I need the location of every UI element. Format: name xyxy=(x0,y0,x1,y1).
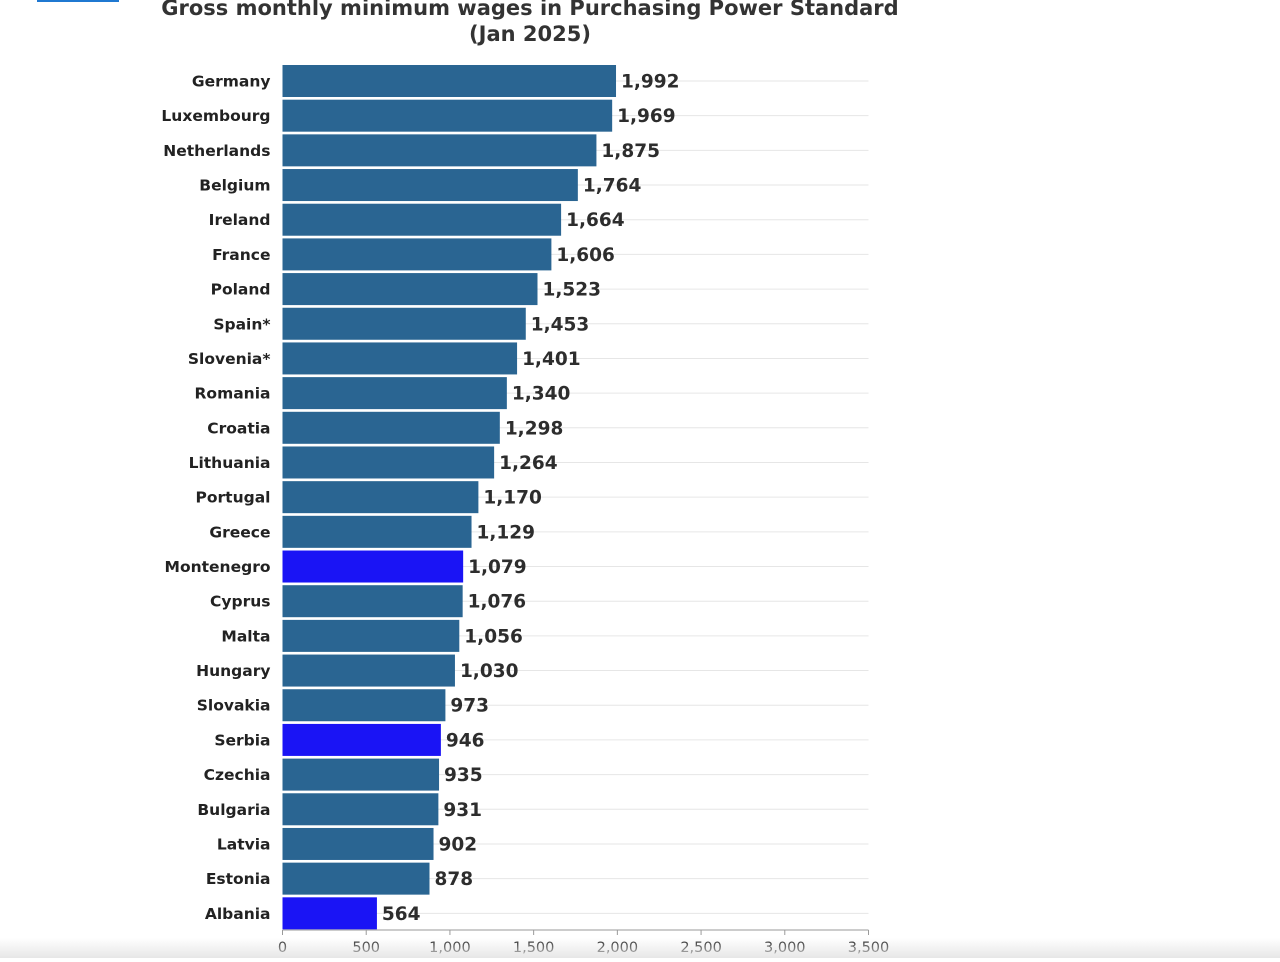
value-label: 1,453 xyxy=(531,314,590,335)
value-label: 1,401 xyxy=(522,349,581,370)
category-label: Latvia xyxy=(217,835,271,853)
bar-bulgaria xyxy=(282,793,439,826)
category-label: Poland xyxy=(211,281,271,299)
top-accent-bar xyxy=(37,0,119,2)
x-tick-label: 3,500 xyxy=(848,940,890,956)
category-labels: Germany Luxembourg Netherlands Belgium Irela… xyxy=(161,73,270,923)
bar-greece xyxy=(282,515,472,548)
value-label: 1,992 xyxy=(621,72,680,93)
category-label: Cyprus xyxy=(210,593,270,611)
category-label: Estonia xyxy=(206,870,271,888)
bar-cyprus xyxy=(282,585,463,618)
category-label: Albania xyxy=(205,905,271,923)
bar-latvia xyxy=(282,827,434,860)
category-label: Luxembourg xyxy=(161,107,270,125)
value-label: 878 xyxy=(435,869,474,890)
category-label: Czechia xyxy=(204,766,271,784)
bar-estonia xyxy=(282,862,430,895)
bar-lithuania xyxy=(282,446,495,479)
bar-france xyxy=(282,238,552,271)
bar-romania xyxy=(282,377,507,410)
value-label: 1,764 xyxy=(583,176,642,197)
value-labels: 1,992 1,969 1,875 1,764 1,664 1,606 1,523 1,453… xyxy=(382,72,680,925)
value-label: 1,340 xyxy=(512,384,571,405)
chart-subtitle: (Jan 2025) xyxy=(469,22,591,46)
x-tick-label: 2,500 xyxy=(680,940,722,956)
value-label: 973 xyxy=(450,696,489,717)
bar-serbia xyxy=(282,723,441,756)
category-label: Greece xyxy=(209,523,270,541)
category-label: Bulgaria xyxy=(197,801,270,819)
value-label: 1,264 xyxy=(499,453,558,474)
value-label: 1,076 xyxy=(468,592,527,613)
x-tick-label: 500 xyxy=(352,940,380,956)
bar-montenegro xyxy=(282,550,464,583)
bar-albania xyxy=(282,897,377,930)
category-label: Montenegro xyxy=(165,558,271,576)
bars xyxy=(282,65,617,930)
category-label: Romania xyxy=(194,385,270,403)
bar-netherlands xyxy=(282,134,597,167)
bar-poland xyxy=(282,273,538,306)
x-axis: 0 500 1,000 1,500 2,000 2,500 3,000 3,500 xyxy=(278,929,890,956)
category-label: Germany xyxy=(192,73,271,91)
value-label: 931 xyxy=(443,800,482,821)
bar-croatia xyxy=(282,411,500,444)
category-label: France xyxy=(212,246,270,264)
bar-malta xyxy=(282,619,460,652)
x-tick-label: 0 xyxy=(278,940,287,956)
value-label: 946 xyxy=(446,730,485,751)
chart-title: Gross monthly minimum wages in Purchasin… xyxy=(161,0,898,20)
value-label: 935 xyxy=(444,765,483,786)
category-label: Malta xyxy=(221,627,270,645)
bar-luxembourg xyxy=(282,99,613,132)
category-label: Lithuania xyxy=(189,454,271,472)
bar-hungary xyxy=(282,654,455,687)
category-label: Ireland xyxy=(209,211,271,229)
value-label: 1,875 xyxy=(601,141,660,162)
value-label: 1,170 xyxy=(483,488,542,509)
category-label: Hungary xyxy=(196,662,270,680)
bar-slovenia xyxy=(282,342,518,375)
bar-spain xyxy=(282,307,526,340)
value-label: 1,523 xyxy=(542,280,601,301)
value-label: 1,056 xyxy=(464,626,523,647)
value-label: 1,298 xyxy=(505,418,564,439)
value-label: 1,664 xyxy=(566,210,625,231)
category-label: Spain* xyxy=(213,315,270,333)
bar-czechia xyxy=(282,758,440,791)
category-label: Netherlands xyxy=(163,142,270,160)
value-label: 902 xyxy=(439,834,478,855)
bar-portugal xyxy=(282,481,479,514)
value-label: 1,969 xyxy=(617,106,676,127)
bar-slovakia xyxy=(282,689,446,722)
category-label: Portugal xyxy=(196,489,271,507)
category-label: Serbia xyxy=(214,731,270,749)
category-label: Belgium xyxy=(199,177,270,195)
value-label: 1,030 xyxy=(460,661,519,682)
chart-title-group: Gross monthly minimum wages in Purchasin… xyxy=(161,0,898,46)
value-label: 564 xyxy=(382,904,421,925)
value-label: 1,079 xyxy=(468,557,527,578)
x-tick-label: 3,000 xyxy=(764,940,806,956)
bar-ireland xyxy=(282,203,562,236)
bar-germany xyxy=(282,65,617,97)
x-tick-label: 1,000 xyxy=(429,940,471,956)
x-tick-label: 2,000 xyxy=(597,940,639,956)
category-label: Croatia xyxy=(207,419,270,437)
category-label: Slovenia* xyxy=(188,350,271,368)
bar-belgium xyxy=(282,169,578,202)
x-tick-label: 1,500 xyxy=(513,940,555,956)
value-label: 1,606 xyxy=(556,245,615,266)
value-label: 1,129 xyxy=(477,522,536,543)
category-label: Slovakia xyxy=(197,697,271,715)
